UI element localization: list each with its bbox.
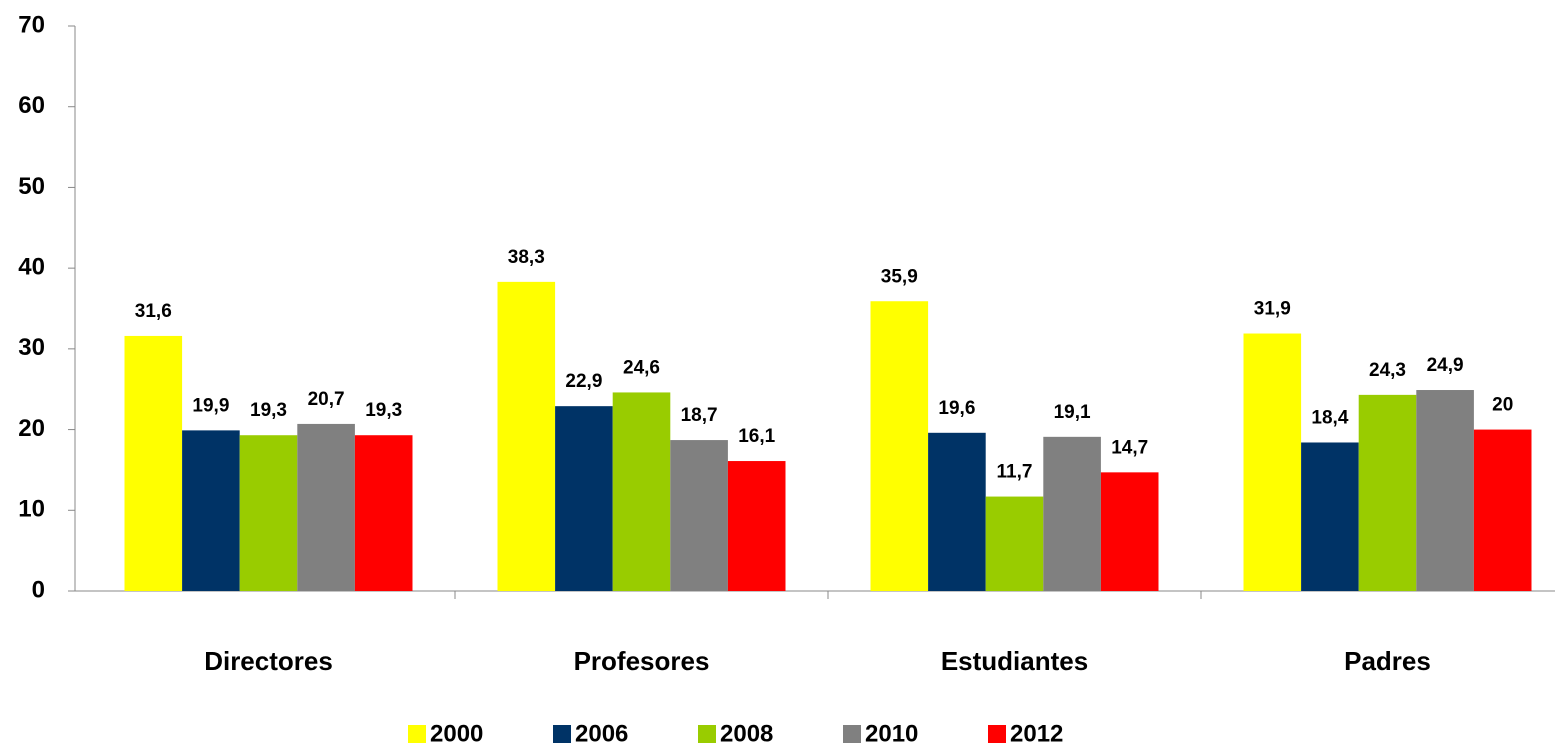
bar <box>727 461 786 591</box>
bar <box>1243 333 1302 591</box>
legend-swatch <box>698 725 716 743</box>
bar <box>124 335 183 591</box>
value-label: 19,3 <box>250 400 287 421</box>
value-label: 14,7 <box>1111 437 1148 458</box>
value-label: 19,3 <box>365 400 402 421</box>
bar <box>182 430 240 591</box>
x-tick-label: Profesores <box>574 646 710 676</box>
value-label: 38,3 <box>508 247 545 268</box>
bar <box>1473 429 1532 591</box>
bar <box>985 496 1044 591</box>
value-label: 31,9 <box>1254 299 1291 320</box>
bar <box>870 301 929 591</box>
value-label: 31,6 <box>135 301 172 322</box>
value-label: 24,9 <box>1427 355 1464 376</box>
value-label: 22,9 <box>565 371 602 392</box>
bar <box>1301 442 1359 591</box>
value-label: 20,7 <box>308 389 345 410</box>
bar <box>497 281 556 591</box>
y-tick-label: 60 <box>18 92 45 119</box>
value-label: 11,7 <box>997 462 1033 483</box>
value-label: 16,1 <box>738 426 775 447</box>
legend-label: 2010 <box>865 720 918 747</box>
value-label: 24,6 <box>623 357 660 378</box>
y-tick-label: 70 <box>18 11 45 38</box>
value-label: 19,6 <box>938 398 975 419</box>
legend-swatch <box>988 725 1006 743</box>
bar <box>354 435 413 591</box>
legend-swatch <box>408 725 426 743</box>
legend-swatch <box>843 725 861 743</box>
value-label: 19,9 <box>192 395 229 416</box>
y-tick-label: 30 <box>18 334 45 361</box>
legend-label: 2000 <box>430 720 483 747</box>
value-label: 35,9 <box>881 266 918 287</box>
y-tick-label: 0 <box>32 576 45 603</box>
y-tick-label: 10 <box>18 496 45 523</box>
value-label: 24,3 <box>1369 360 1406 381</box>
y-tick-label: 40 <box>18 253 45 280</box>
x-tick-label: Padres <box>1344 646 1431 676</box>
y-tick-label: 20 <box>18 415 45 442</box>
bar <box>297 423 355 591</box>
bar <box>555 406 613 591</box>
value-label: 18,7 <box>681 405 718 426</box>
x-tick-label: Directores <box>204 646 333 676</box>
value-label: 20 <box>1492 395 1513 416</box>
legend-label: 2008 <box>720 720 773 747</box>
bar <box>1043 436 1101 591</box>
bar <box>239 435 298 591</box>
value-label: 18,4 <box>1311 408 1348 429</box>
x-tick-label: Estudiantes <box>941 646 1088 676</box>
bar <box>612 392 671 591</box>
bar <box>1358 394 1417 591</box>
value-label: 19,1 <box>1054 402 1091 423</box>
legend-swatch <box>553 725 571 743</box>
legend-label: 2006 <box>575 720 628 747</box>
y-tick-label: 50 <box>18 173 45 200</box>
bar <box>670 440 728 591</box>
bar <box>1100 472 1159 591</box>
bar <box>928 432 986 591</box>
bar <box>1416 390 1474 591</box>
legend-label: 2012 <box>1010 720 1063 747</box>
